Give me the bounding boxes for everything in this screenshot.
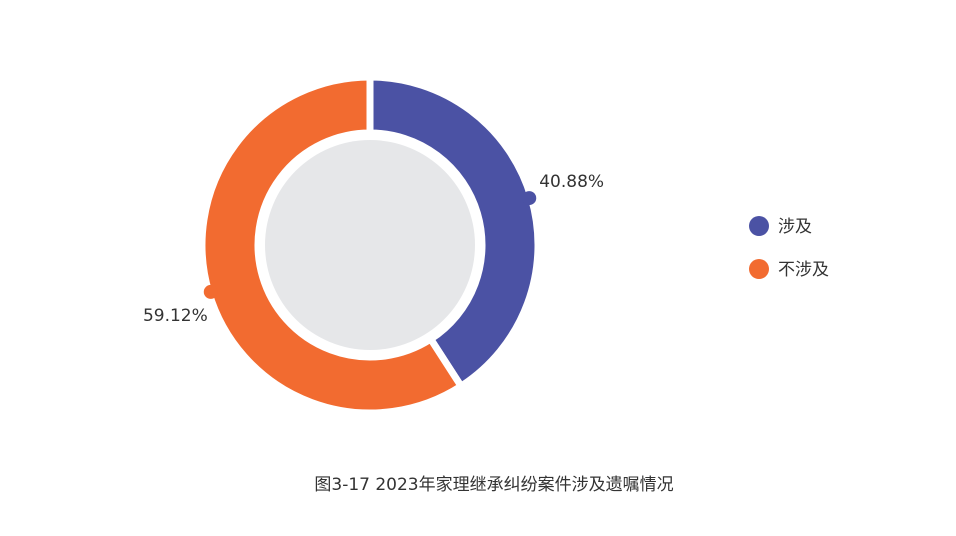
legend-label: 不涉及 <box>778 260 829 280</box>
label-dot <box>522 191 537 206</box>
legend-label: 涉及 <box>778 217 812 237</box>
donut-center <box>265 140 475 350</box>
donut-slice <box>366 73 542 392</box>
data-label: 40.88% <box>539 172 604 192</box>
legend-swatch <box>749 259 769 279</box>
data-label: 59.12% <box>143 306 208 326</box>
chart-title: 图3-17 2023年家理继承纠纷案件涉及遗嘱情况 <box>314 475 673 495</box>
label-dot <box>203 284 218 299</box>
legend-swatch <box>749 216 769 236</box>
donut-slice <box>198 73 466 417</box>
